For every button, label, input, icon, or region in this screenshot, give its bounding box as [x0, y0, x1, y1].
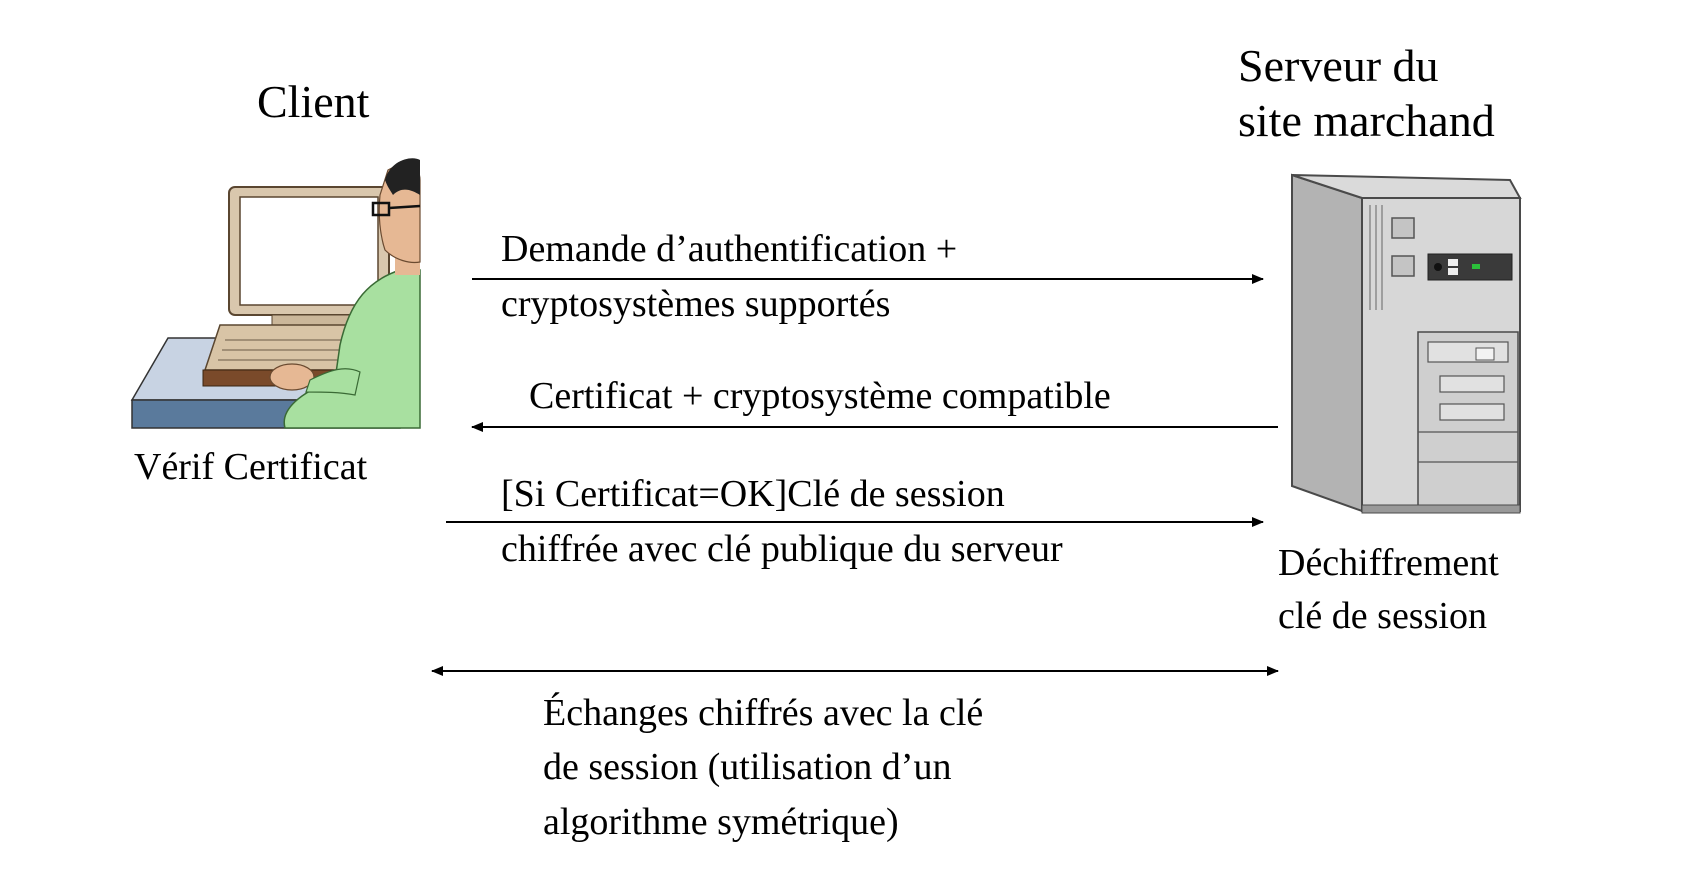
server-note: Déchiffrement clé de session [1278, 537, 1499, 643]
message-4-line-2: de session (utilisation d’un [543, 746, 952, 789]
message-3-label: [Si Certificat=OK]Clé de session chiffré… [501, 467, 1063, 577]
client-title: Client [257, 76, 370, 127]
server-note-line-1: Déchiffrement [1278, 542, 1499, 584]
message-3-line-1: [Si Certificat=OK]Clé de session [501, 473, 1005, 515]
message-1-label: Demande d’authentification + cryptosystè… [501, 222, 957, 332]
message-4-line-3: algorithme symétrique) [543, 800, 899, 843]
server-note-line-2: clé de session [1278, 595, 1487, 638]
server-title-line-1: Serveur du [1238, 40, 1439, 91]
message-2-label: Certificat + cryptosystème compatible [529, 374, 1111, 420]
server-title: Serveur du site marchand [1238, 38, 1495, 148]
server-title-line-2: site marchand [1238, 95, 1495, 147]
message-4-label: Échanges chiffrés avec la clé de session… [543, 686, 983, 849]
message-4-line-1: Échanges chiffrés avec la clé [543, 692, 984, 734]
message-1-line-1: Demande d’authentification + [501, 228, 958, 270]
message-1-line-2: cryptosystèmes supportés [501, 283, 891, 326]
message-3-line-2: chiffrée avec clé publique du serveur [501, 528, 1063, 571]
message-2-line-1: Certificat + cryptosystème compatible [529, 375, 1111, 417]
client-note: Vérif Certificat [134, 446, 368, 488]
